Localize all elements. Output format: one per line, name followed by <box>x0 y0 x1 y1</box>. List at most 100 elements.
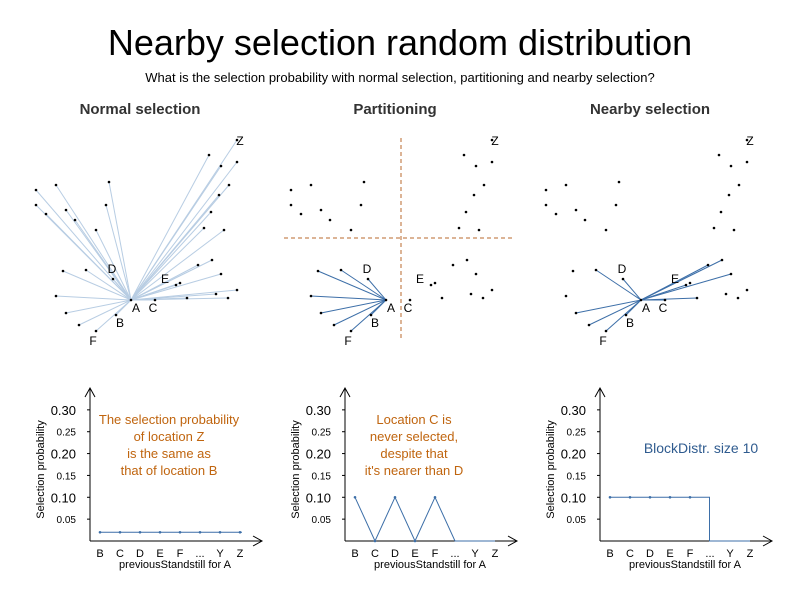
location-dot <box>433 281 437 285</box>
chart-annotation-line: of location Z <box>134 429 205 444</box>
x-tick-label: D <box>391 548 399 560</box>
selection-line <box>130 154 210 301</box>
y-tick-label: 0.05 <box>57 515 77 526</box>
selection-line <box>340 269 387 301</box>
location-dot <box>544 188 548 192</box>
location-dot <box>440 296 444 300</box>
location-dot <box>209 210 213 214</box>
data-point <box>373 539 377 543</box>
location-dot <box>153 298 157 302</box>
location-dot <box>544 203 548 207</box>
location-dot <box>226 296 230 300</box>
data-point <box>198 530 202 534</box>
selection-line <box>95 299 132 332</box>
selection-line <box>95 229 132 301</box>
location-dot <box>299 212 303 216</box>
selection-line <box>130 229 225 301</box>
selection-line <box>640 259 723 301</box>
location-dot <box>474 164 478 168</box>
selection-line <box>130 161 238 301</box>
location-label-f: F <box>599 334 606 348</box>
x-tick-label: ... <box>195 548 204 560</box>
selection-line <box>130 284 177 301</box>
location-dot <box>235 288 239 292</box>
location-dot <box>477 228 481 232</box>
panel-title-nearby: Nearby selection <box>589 101 711 118</box>
location-label-f: F <box>89 334 96 348</box>
data-point <box>668 495 672 499</box>
location-dot <box>61 269 65 273</box>
location-label-d: D <box>363 262 372 276</box>
location-dot <box>219 272 223 276</box>
location-dot <box>720 258 724 262</box>
location-dot <box>384 298 388 302</box>
y-axis-label: Selection probability <box>545 420 557 519</box>
selection-line <box>130 264 199 301</box>
location-dot <box>217 193 221 197</box>
location-dot <box>688 281 692 285</box>
y-tick-label: 0.30 <box>51 403 76 418</box>
location-dot <box>724 292 728 296</box>
location-dot <box>554 212 558 216</box>
location-dot <box>712 226 716 230</box>
location-dot <box>621 277 625 281</box>
location-dot <box>594 268 598 272</box>
x-tick-label: F <box>687 548 694 560</box>
data-point <box>138 530 142 534</box>
location-dot <box>614 203 618 207</box>
location-dot <box>289 188 293 192</box>
location-dot <box>429 283 433 287</box>
x-tick-label: E <box>156 548 163 560</box>
data-point <box>238 530 242 534</box>
selection-line <box>62 270 132 301</box>
location-dot <box>214 292 218 296</box>
data-point <box>218 530 222 534</box>
selection-line <box>605 299 642 332</box>
x-tick-label: E <box>666 548 673 560</box>
location-label-b: B <box>626 316 634 330</box>
location-dot <box>604 228 608 232</box>
y-tick-label: 0.15 <box>312 471 332 482</box>
y-tick-label: 0.15 <box>567 471 587 482</box>
x-tick-label: Z <box>492 548 499 560</box>
location-dot <box>482 183 486 187</box>
location-dot <box>309 183 313 187</box>
selection-line <box>130 194 220 301</box>
location-dot <box>104 203 108 207</box>
x-tick-label: F <box>432 548 439 560</box>
location-label-c: C <box>149 301 158 315</box>
x-axis-label: previousStandstill for A <box>374 559 487 571</box>
data-point <box>178 530 182 534</box>
location-dot <box>319 208 323 212</box>
location-label-c: C <box>404 301 413 315</box>
y-tick-label: 0.05 <box>567 515 587 526</box>
scatter-panel-1: AB C D E F Z <box>284 134 515 348</box>
selection-line <box>317 270 387 301</box>
location-label-z: Z <box>491 134 498 148</box>
location-dot <box>369 313 373 317</box>
location-dot <box>219 164 223 168</box>
x-tick-label: ... <box>450 548 459 560</box>
location-label-z: Z <box>746 134 753 148</box>
selection-line <box>320 299 387 314</box>
chart-annotation-line: is the same as <box>127 446 211 461</box>
location-dot <box>210 258 214 262</box>
selection-line <box>575 299 642 314</box>
location-dot <box>490 288 494 292</box>
location-dot <box>408 298 412 302</box>
x-tick-label: C <box>116 548 124 560</box>
scatter-panel-2: AB C D E F Z <box>544 134 754 348</box>
y-tick-label: 0.20 <box>306 447 331 462</box>
probability-series-line <box>354 496 495 543</box>
location-dot <box>222 228 226 232</box>
location-dot <box>583 218 587 222</box>
location-dot <box>745 138 749 142</box>
location-dot <box>481 296 485 300</box>
location-label-a: A <box>132 301 140 315</box>
location-dot <box>289 203 293 207</box>
selection-line <box>595 269 642 301</box>
location-dot <box>684 283 688 287</box>
data-point <box>608 495 612 499</box>
selection-line <box>45 213 132 301</box>
selection-line <box>55 295 132 301</box>
